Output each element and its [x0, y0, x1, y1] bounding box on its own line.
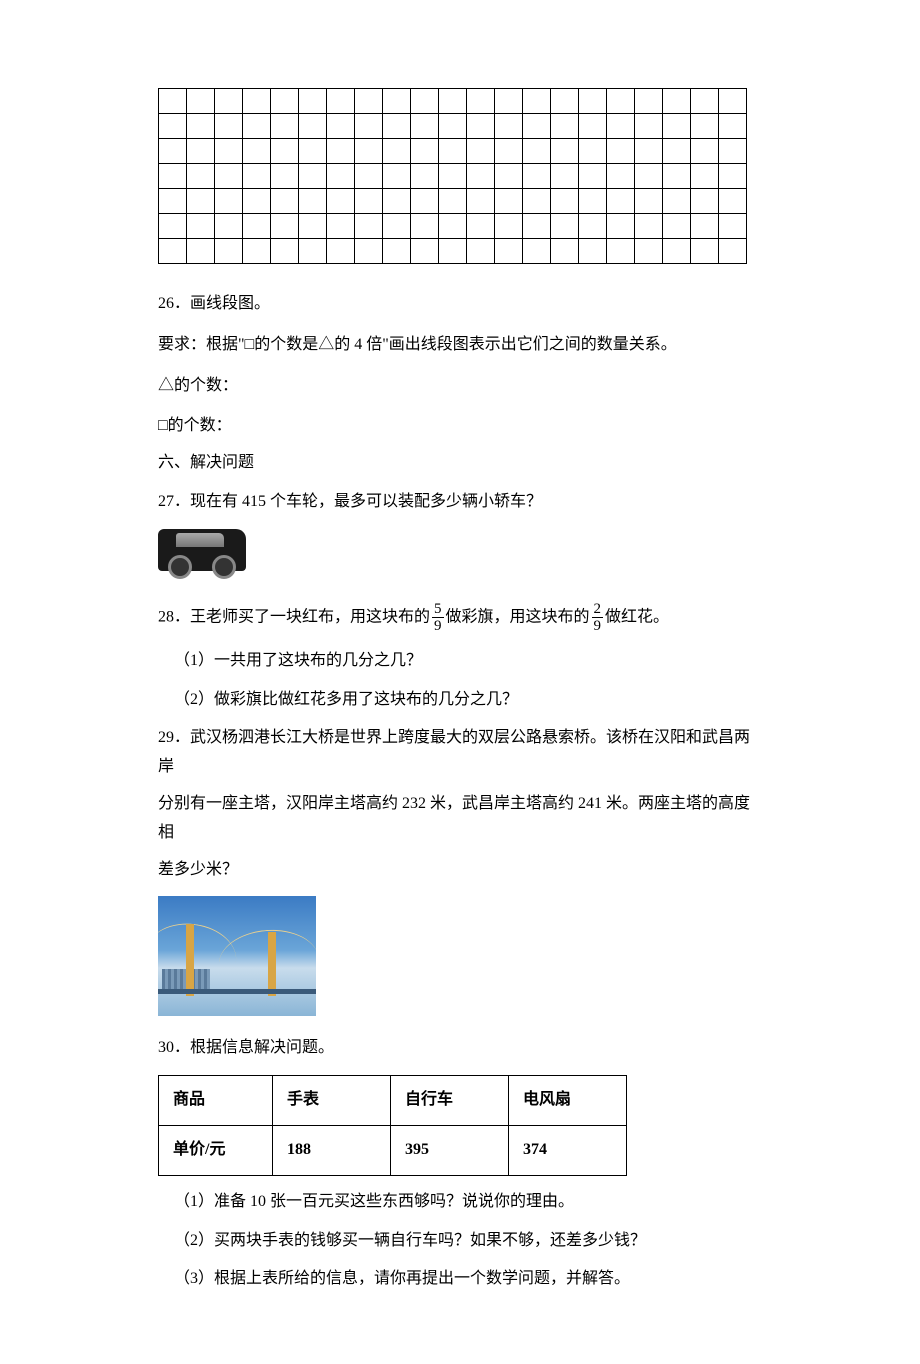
q29-line1: 29．武汉杨泗港长江大桥是世界上跨度最大的双层公路悬索桥。该桥在汉阳和武昌两岸: [158, 724, 762, 782]
price-table: 商品 手表 自行车 电风扇 单价/元 188 395 374: [158, 1075, 627, 1176]
q28-text: 28．王老师买了一块红布，用这块布的59做彩旗，用这块布的29做红花。: [158, 601, 762, 635]
fraction-2-9: 29: [592, 601, 604, 635]
q28-mid: 做彩旗，用这块布的: [446, 608, 590, 625]
header-bike: 自行车: [391, 1076, 509, 1126]
q28-sub1: （1）一共用了这块布的几分之几？: [158, 647, 762, 676]
fraction-5-9: 59: [432, 601, 444, 635]
q30-sub2: （2）买两块手表的钱够买一辆自行车吗？如果不够，还差多少钱？: [158, 1227, 762, 1256]
q26-number: 26．画线段图。: [158, 290, 762, 319]
q26-requirement: 要求：根据"□的个数是△的 4 倍"画出线段图表示出它们之间的数量关系。: [158, 331, 762, 360]
table-row: 商品 手表 自行车 电风扇: [159, 1076, 627, 1126]
q30-sub1: （1）准备 10 张一百元买这些东西够吗？说说你的理由。: [158, 1188, 762, 1217]
q30-sub3: （3）根据上表所给的信息，请你再提出一个数学问题，并解答。: [158, 1265, 762, 1294]
q29-line3: 差多少米？: [158, 856, 762, 885]
section-6-heading: 六、解决问题: [158, 449, 762, 478]
q27-text: 27．现在有 415 个车轮，最多可以装配多少辆小轿车？: [158, 488, 762, 517]
q28-prefix: 28．王老师买了一块红布，用这块布的: [158, 608, 430, 625]
answer-grid: [158, 88, 747, 264]
table-row: 单价/元 188 395 374: [159, 1125, 627, 1175]
price-bike: 395: [391, 1125, 509, 1175]
row-label-price: 单价/元: [159, 1125, 273, 1175]
q28-suffix: 做红花。: [605, 608, 669, 625]
price-watch: 188: [273, 1125, 391, 1175]
header-fan: 电风扇: [509, 1076, 627, 1126]
header-product: 商品: [159, 1076, 273, 1126]
q29-line2: 分别有一座主塔，汉阳岸主塔高约 232 米，武昌岸主塔高约 241 米。两座主塔…: [158, 790, 762, 848]
car-icon: [158, 529, 246, 571]
price-fan: 374: [509, 1125, 627, 1175]
q28-sub2: （2）做彩旗比做红花多用了这块布的几分之几？: [158, 686, 762, 715]
q26-label-triangle: △的个数：: [158, 372, 762, 401]
q26-label-square: □的个数：: [158, 412, 762, 441]
header-watch: 手表: [273, 1076, 391, 1126]
q30-title: 30．根据信息解决问题。: [158, 1034, 762, 1063]
bridge-image: [158, 896, 316, 1016]
